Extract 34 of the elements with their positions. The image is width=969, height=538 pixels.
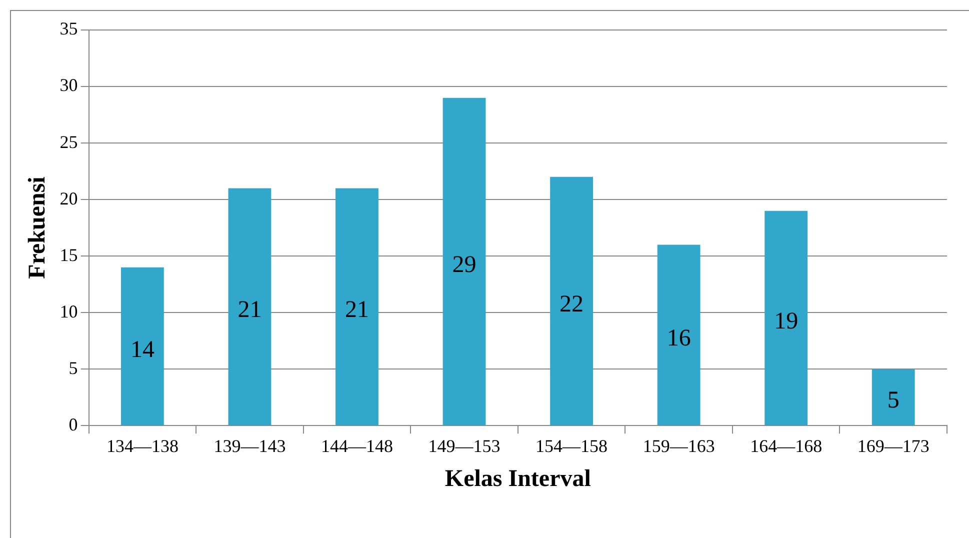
y-tick-label: 30	[60, 75, 78, 96]
bar	[336, 188, 378, 426]
x-tick-label: 149—153	[428, 436, 500, 456]
data-label: 29	[452, 252, 476, 278]
x-tick-label: 159—163	[642, 436, 715, 456]
data-label: 19	[774, 308, 798, 335]
bar	[764, 210, 808, 426]
data-label: 16	[666, 325, 691, 352]
bar	[228, 188, 272, 426]
x-tick-label: 169—173	[857, 436, 930, 456]
bar	[657, 244, 700, 426]
x-tick-label: 144—148	[320, 436, 393, 456]
y-tick-label: 25	[60, 132, 78, 152]
x-tick-label: 139—143	[214, 436, 286, 456]
y-tick-label: 10	[60, 301, 78, 322]
y-tick-label: 15	[60, 244, 78, 265]
y-tick-label: 35	[60, 18, 78, 39]
y-axis-title: Frekuensi	[24, 176, 51, 279]
data-label: 21	[344, 297, 369, 324]
x-tick-label: 164—168	[750, 436, 822, 456]
y-tick-label: 20	[60, 188, 78, 208]
bar	[120, 267, 164, 426]
x-axis-title: Kelas Interval	[444, 466, 592, 492]
y-tick-label: 5	[68, 358, 78, 378]
bar	[442, 98, 486, 426]
data-label: 21	[238, 297, 262, 324]
bar	[550, 176, 593, 426]
x-tick-label: 154—158	[536, 436, 608, 456]
data-label: 22	[560, 292, 584, 318]
bar	[872, 369, 915, 426]
x-tick-label: 134—138	[106, 436, 178, 456]
data-label: 14	[130, 336, 154, 363]
y-tick-label: 0	[68, 414, 78, 434]
data-label: 5	[887, 388, 900, 414]
